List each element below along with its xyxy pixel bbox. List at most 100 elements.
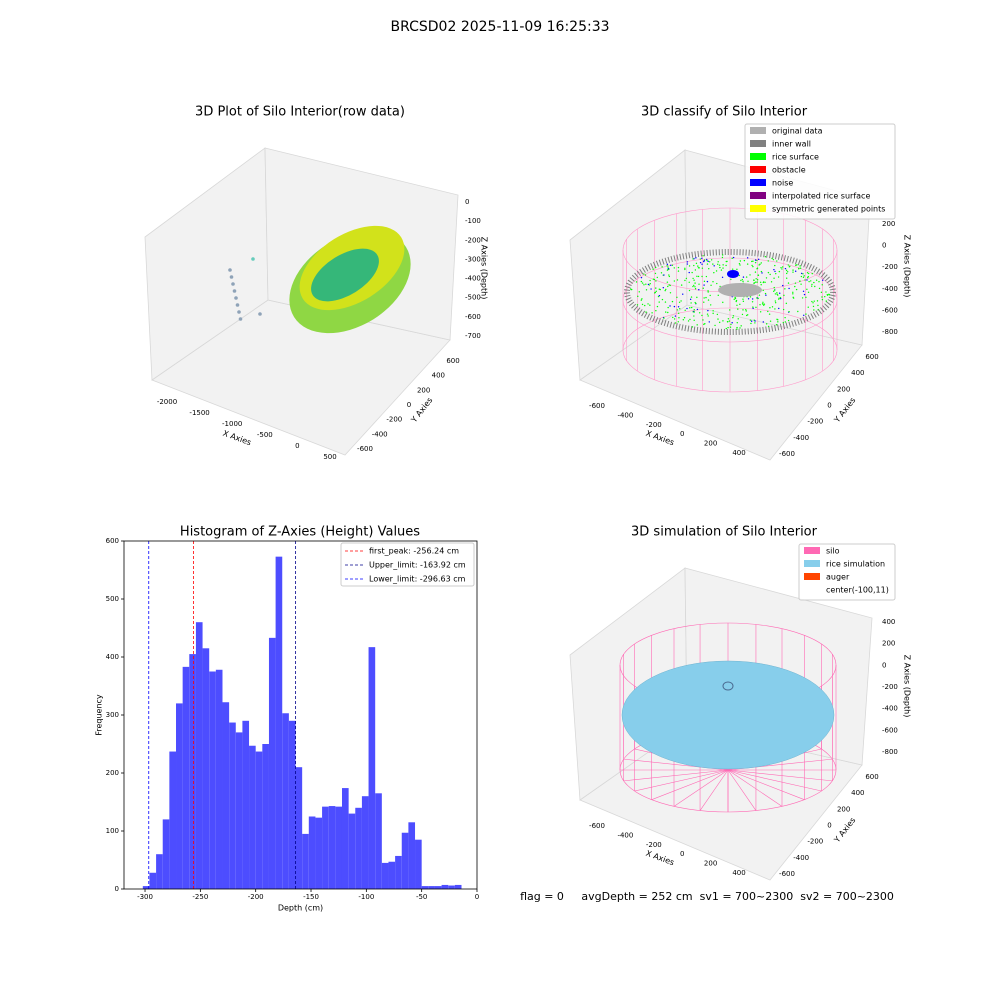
- legend-label: rice simulation: [826, 560, 885, 569]
- z-tick-label: -200: [465, 236, 481, 244]
- point: [762, 281, 765, 283]
- x-axis-label: X Axies: [645, 849, 676, 868]
- point: [725, 264, 727, 267]
- point: [675, 322, 677, 324]
- bar: [262, 744, 269, 889]
- point: [721, 256, 724, 259]
- point: [684, 268, 686, 271]
- point: [821, 279, 824, 281]
- point: [727, 318, 730, 320]
- y-tick-label: 600: [446, 357, 459, 365]
- point: [686, 307, 688, 310]
- wire: [673, 769, 729, 807]
- point: [641, 303, 644, 306]
- point: [754, 261, 757, 264]
- point: [776, 260, 778, 262]
- point: [716, 313, 719, 316]
- point: [673, 318, 676, 320]
- point: [640, 299, 642, 301]
- point: [668, 284, 670, 286]
- bar: [388, 861, 396, 889]
- y-tick-label: 400: [432, 372, 445, 380]
- point: [652, 278, 655, 280]
- point: [655, 287, 657, 289]
- point: [785, 302, 788, 305]
- point: [788, 287, 790, 290]
- point: [800, 283, 802, 285]
- bar: [421, 886, 429, 889]
- point: [690, 306, 693, 309]
- stray-point: [237, 310, 241, 314]
- point: [803, 275, 805, 277]
- point: [641, 298, 643, 300]
- point: [751, 260, 753, 263]
- point: [667, 306, 669, 309]
- point: [684, 267, 686, 269]
- point: [677, 270, 680, 272]
- point: [773, 268, 775, 271]
- point: [795, 288, 798, 291]
- point: [702, 287, 704, 289]
- point: [773, 286, 775, 289]
- point: [682, 319, 685, 321]
- chart-title: 3D classify of Silo Interior: [641, 105, 808, 120]
- point: [780, 267, 782, 269]
- point: [679, 308, 681, 310]
- x-tick-label: -500: [257, 431, 273, 439]
- wire: [634, 769, 729, 792]
- z-tick-label: 200: [882, 640, 895, 648]
- point: [673, 267, 675, 269]
- bar: [169, 751, 177, 889]
- bar: [434, 886, 442, 889]
- point: [654, 292, 656, 294]
- point: [656, 305, 659, 308]
- legend-swatch: [750, 140, 766, 147]
- point: [807, 276, 809, 279]
- legend-swatch: [750, 153, 766, 160]
- point: [677, 306, 680, 308]
- bar: [209, 671, 216, 889]
- auger: [722, 681, 734, 691]
- point: [731, 257, 733, 260]
- bar: [149, 872, 157, 889]
- point: [698, 289, 700, 291]
- point: [709, 294, 711, 297]
- point: [747, 298, 750, 300]
- point: [701, 263, 703, 265]
- point: [806, 279, 808, 281]
- point: [731, 322, 733, 324]
- point: [746, 257, 749, 259]
- point: [784, 267, 787, 270]
- y-tick-label: -400: [793, 434, 809, 442]
- y-axis-label: Y Axies: [832, 396, 858, 425]
- bar: [282, 713, 289, 889]
- point: [736, 304, 738, 307]
- point: [763, 303, 766, 305]
- point: [645, 283, 647, 285]
- point: [739, 303, 741, 306]
- x-axis-label: X Axies: [645, 429, 676, 448]
- point: [722, 267, 724, 269]
- legend-label: auger: [826, 573, 850, 582]
- point: [676, 279, 679, 281]
- bar: [268, 637, 276, 889]
- point: [779, 292, 781, 294]
- point: [751, 301, 754, 303]
- stray-point: [258, 312, 262, 316]
- point: [651, 312, 653, 314]
- point: [688, 281, 690, 283]
- point: [740, 325, 742, 327]
- point: [754, 322, 756, 324]
- point: [755, 306, 757, 309]
- point: [645, 311, 647, 313]
- point: [696, 296, 698, 299]
- point: [769, 307, 771, 309]
- bar: [295, 767, 303, 889]
- point: [670, 264, 672, 266]
- point: [794, 270, 797, 272]
- point: [663, 274, 665, 276]
- point: [710, 304, 712, 306]
- bar: [381, 862, 389, 889]
- point: [818, 287, 821, 290]
- point: [779, 296, 782, 299]
